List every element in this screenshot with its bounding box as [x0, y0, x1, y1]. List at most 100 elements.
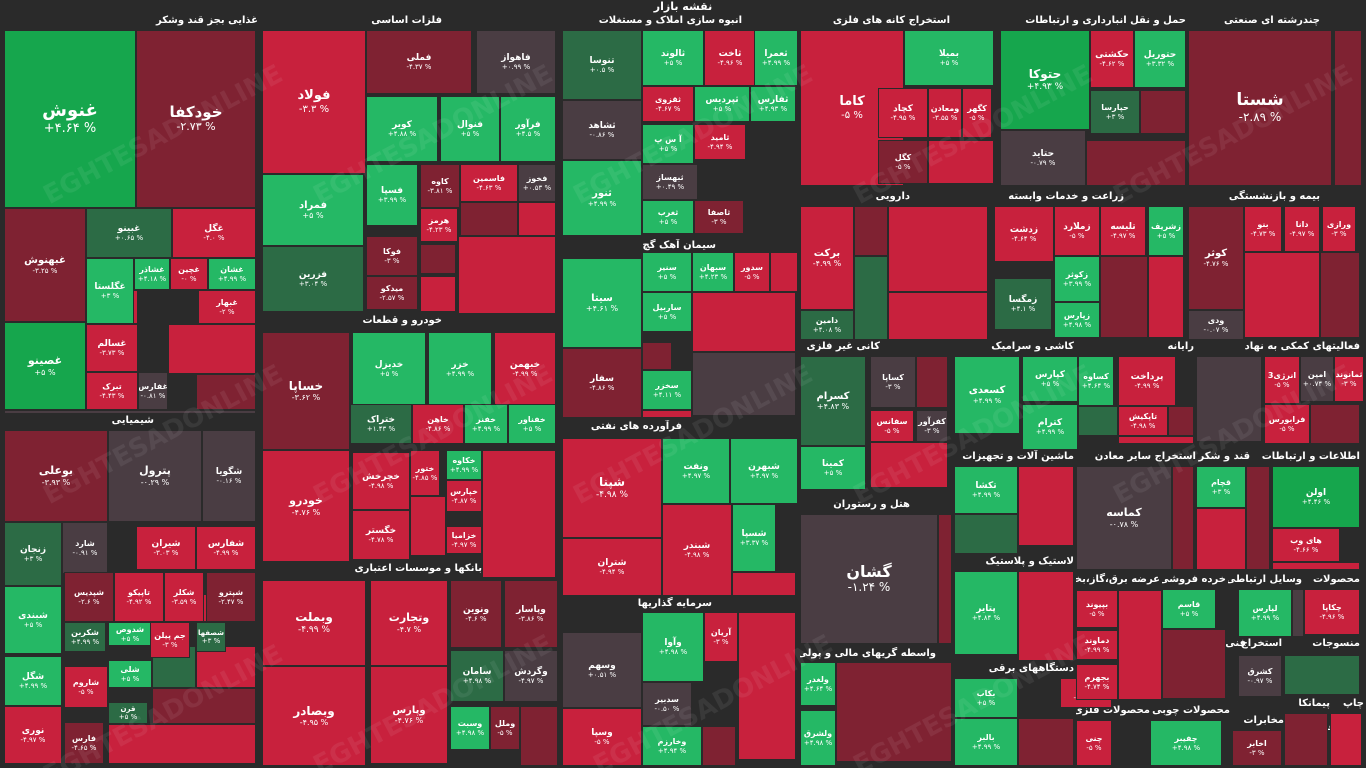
treemap-tile[interactable]: غشان +۴.۹۹ % [208, 258, 256, 290]
treemap-tile[interactable]: گشان -۱.۲۴ % [800, 514, 938, 644]
treemap-tile[interactable]: شستا -۲.۸۹ % [1188, 30, 1332, 186]
treemap-tile[interactable]: آریان -۳ % [704, 612, 738, 662]
treemap-tile[interactable]: فنوال +۵ % [440, 96, 500, 162]
treemap-tile[interactable]: تلیسه -۴.۹۷ % [1100, 206, 1146, 256]
treemap-tile[interactable]: چفیبر +۴.۹۸ % [1150, 720, 1222, 766]
treemap-tile[interactable]: ثالوند +۵ % [642, 30, 704, 86]
treemap-tile[interactable]: سدبیر -۰.۵۰ % [642, 682, 692, 726]
treemap-tile[interactable]: وپاسار -۳.۸۶ % [504, 580, 558, 648]
treemap-tile[interactable]: کمینا +۵ % [800, 446, 866, 490]
treemap-tile[interactable]: سدور -۵ % [734, 252, 770, 292]
treemap-tile[interactable]: زمگسا +۴.۱ % [994, 278, 1052, 330]
treemap-tile[interactable]: زنجان +۳ % [4, 522, 62, 586]
treemap-tile[interactable]: خدیزل +۵ % [352, 332, 426, 406]
treemap-tile[interactable]: ونوین -۴.۶ % [450, 580, 502, 648]
treemap-tile[interactable]: تنوسا +۰.۵ % [562, 30, 642, 100]
treemap-tile[interactable]: فرآور +۴.۵ % [500, 96, 556, 162]
treemap-tile[interactable]: بنو -۴.۷۳ % [1244, 206, 1282, 252]
treemap-tile[interactable]: ثنور +۴.۹۹ % [562, 160, 642, 236]
treemap-tile[interactable]: های وب -۴.۶۶ % [1272, 528, 1340, 562]
treemap-tile[interactable]: دامین +۴.۰۸ % [800, 310, 854, 340]
treemap-tile[interactable]: حتوکا +۴.۹۳ % [1000, 30, 1090, 130]
treemap-tile[interactable]: فسپا +۳.۹۹ % [366, 164, 418, 226]
treemap-tile[interactable]: وسهم +۰.۵۱ % [562, 632, 642, 708]
treemap-tile[interactable]: کساپا -۳ % [870, 356, 916, 408]
treemap-tile[interactable]: غبینو +۰.۶۵ % [86, 208, 172, 258]
treemap-tile[interactable]: زپارس +۴.۹۸ % [1054, 302, 1100, 338]
treemap-tile[interactable]: کاوه -۳.۸۱ % [420, 164, 460, 208]
treemap-tile[interactable]: وگردش -۴.۹۷ % [504, 650, 558, 702]
treemap-tile[interactable]: شپدیس -۲.۶ % [64, 572, 114, 622]
treemap-tile[interactable]: شاروم -۵ % [64, 666, 108, 708]
treemap-tile[interactable]: قچام +۳ % [1196, 466, 1246, 508]
treemap-tile[interactable]: خزر +۴.۹۹ % [428, 332, 492, 406]
treemap-tile[interactable]: وبملت -۴.۹۹ % [262, 580, 366, 666]
treemap-tile[interactable]: شتران -۴.۹۴ % [562, 538, 662, 596]
treemap-tile[interactable]: نوری -۴.۹۷ % [4, 706, 62, 764]
treemap-tile[interactable]: شدوص +۵ % [108, 622, 152, 646]
treemap-tile[interactable]: سامان +۴.۹۸ % [450, 650, 504, 702]
treemap-tile[interactable]: وپارس -۴.۷۶ % [370, 666, 448, 764]
treemap-tile[interactable]: بپیوند -۵ % [1076, 590, 1118, 628]
treemap-tile[interactable]: بکاب +۵ % [954, 678, 1018, 718]
treemap-tile[interactable]: ولغدر +۴.۶۴ % [800, 662, 836, 706]
treemap-tile[interactable]: امین +۰.۷۴ % [1300, 356, 1334, 402]
treemap-tile[interactable]: دماوند -۴.۹۹ % [1076, 630, 1118, 660]
treemap-tile[interactable]: کشرق -۰.۹۷ % [1238, 655, 1282, 697]
treemap-tile[interactable]: ثبهساز +۰.۴۹ % [642, 164, 698, 200]
treemap-tile[interactable]: شلی +۵ % [108, 660, 152, 688]
treemap-tile[interactable]: بمیلا +۵ % [904, 30, 994, 86]
treemap-tile[interactable]: خودکفا -۲.۷۳ % [136, 30, 256, 208]
treemap-tile[interactable]: شگویا -۰.۱۶ % [202, 430, 256, 522]
treemap-tile[interactable]: شکلر -۳.۵۹ % [164, 572, 204, 622]
treemap-tile[interactable]: غبهنوش -۳.۲۵ % [4, 208, 86, 322]
treemap-tile[interactable]: شبندی +۵ % [4, 586, 62, 654]
treemap-tile[interactable]: پرداخت -۴.۹۹ % [1118, 356, 1176, 406]
treemap-tile[interactable]: وسبت +۴.۹۸ % [450, 706, 490, 750]
treemap-tile[interactable]: قاسم +۵ % [1162, 589, 1216, 629]
treemap-tile[interactable]: ختراک +۱.۴۳ % [350, 404, 412, 444]
treemap-tile[interactable]: کویر +۴.۸۸ % [366, 96, 438, 162]
treemap-tile[interactable]: فزرین +۳.۰۴ % [262, 246, 364, 312]
treemap-tile[interactable]: کچاد -۴.۹۵ % [878, 88, 928, 138]
treemap-tile[interactable]: پترول -۰.۲۹ % [108, 430, 202, 522]
treemap-tile[interactable]: سنیر +۵ % [642, 252, 692, 292]
treemap-tile[interactable]: کگهر -۵ % [962, 88, 992, 138]
treemap-tile[interactable]: حتوریل +۳.۳۲ % [1134, 30, 1186, 88]
treemap-tile[interactable]: زشریف +۵ % [1148, 206, 1184, 256]
treemap-tile[interactable]: خودرو -۴.۷۶ % [262, 450, 350, 562]
treemap-tile[interactable]: برکت -۴.۹۹ % [800, 206, 854, 310]
treemap-tile[interactable]: بوعلی -۳.۹۳ % [4, 430, 108, 522]
treemap-tile[interactable]: قرن +۵ % [108, 702, 148, 724]
treemap-tile[interactable]: زدشت -۴.۶۴ % [994, 206, 1054, 262]
treemap-tile[interactable]: غبهار -۲ % [198, 290, 256, 324]
treemap-tile[interactable]: کپارس +۵ % [1022, 356, 1078, 402]
treemap-tile[interactable]: اخابر -۳ % [1232, 730, 1282, 766]
treemap-tile[interactable]: بالبر +۴.۹۹ % [954, 718, 1018, 766]
treemap-tile[interactable]: فملی -۴.۳۷ % [366, 30, 472, 94]
treemap-tile[interactable]: فولاد -۳.۳ % [262, 30, 366, 174]
treemap-tile[interactable]: جم پیلن -۳ % [150, 622, 190, 658]
treemap-tile[interactable]: غگل -۴.۰ % [172, 208, 256, 258]
treemap-tile[interactable]: غصینو +۵ % [4, 322, 86, 410]
treemap-tile[interactable]: بجهرم -۴.۷۴ % [1076, 664, 1118, 700]
treemap-tile[interactable]: حتاید -۰.۷۹ % [1000, 130, 1086, 186]
treemap-tile[interactable]: غفارس -۰.۸۱ % [138, 372, 168, 410]
treemap-tile[interactable]: خکاوه +۴.۹۹ % [446, 450, 482, 480]
treemap-tile[interactable]: ثاخت -۴.۹۶ % [704, 30, 756, 86]
treemap-tile[interactable]: شپنا -۴.۹۸ % [562, 438, 662, 538]
treemap-tile[interactable]: تاپیکو -۴.۹۲ % [114, 572, 164, 622]
treemap-tile[interactable]: سیتا +۴.۶۱ % [562, 258, 642, 348]
treemap-tile[interactable]: وسپا -۵ % [562, 708, 642, 766]
treemap-tile[interactable]: غسالم -۳.۷۳ % [86, 324, 138, 372]
treemap-tile[interactable]: ومعادن -۳.۵۵ % [928, 88, 962, 138]
treemap-tile[interactable]: شبهرن +۴.۹۷ % [730, 438, 798, 504]
treemap-tile[interactable]: شکربن +۴.۹۹ % [64, 622, 106, 652]
treemap-tile[interactable]: ولشرق +۴.۹۸ % [800, 710, 836, 766]
treemap-tile[interactable]: ساربیل +۵ % [642, 292, 692, 332]
treemap-tile[interactable]: آ س پ +۵ % [642, 124, 694, 164]
treemap-tile[interactable]: وبصادر -۴.۹۵ % [262, 666, 366, 766]
treemap-tile[interactable]: فخوز +۰.۵۳ % [518, 164, 556, 202]
treemap-tile[interactable]: سخزر +۴.۱۱ % [642, 370, 692, 410]
treemap-tile[interactable]: سفانس -۵ % [870, 410, 914, 442]
